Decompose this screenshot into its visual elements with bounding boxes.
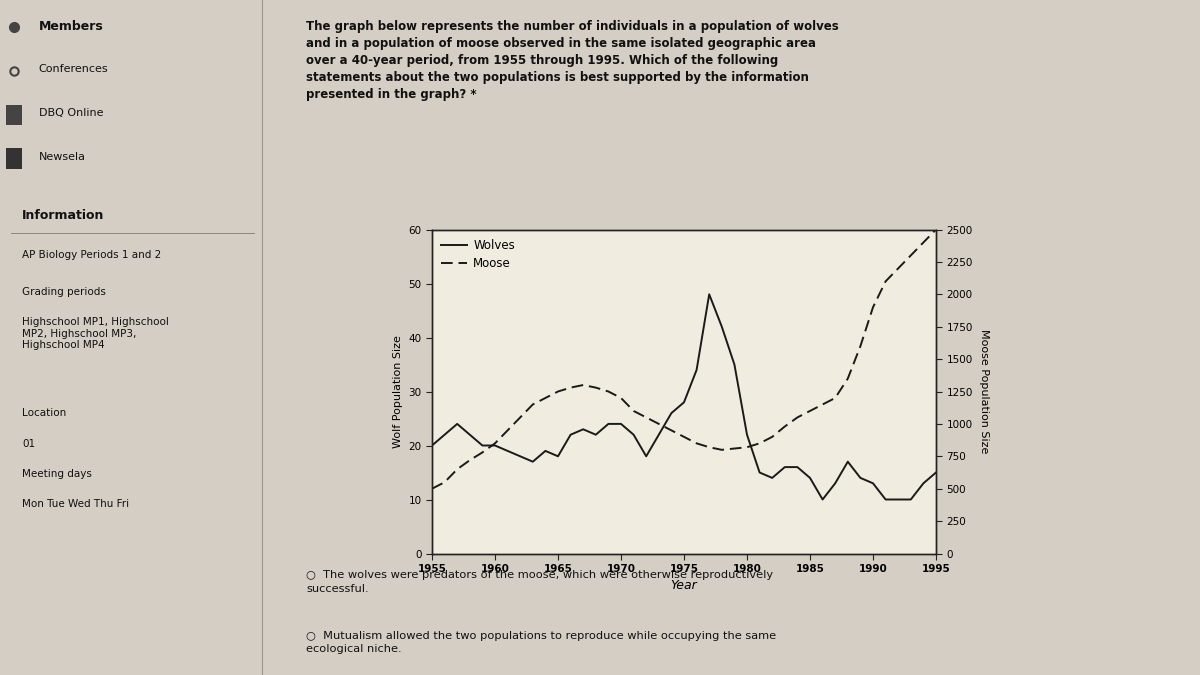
Text: 01: 01 — [22, 439, 35, 449]
Text: Location: Location — [22, 408, 66, 418]
Text: Information: Information — [22, 209, 104, 222]
Text: Meeting days: Meeting days — [22, 469, 92, 479]
Text: DBQ Online: DBQ Online — [38, 108, 103, 118]
Text: The graph below represents the number of individuals in a population of wolves
a: The graph below represents the number of… — [306, 20, 839, 101]
Text: AP Biology Periods 1 and 2: AP Biology Periods 1 and 2 — [22, 250, 161, 260]
Bar — [6, 148, 22, 169]
Text: ○  Mutualism allowed the two populations to reproduce while occupying the same
e: ○ Mutualism allowed the two populations … — [306, 631, 776, 654]
Y-axis label: Wolf Population Size: Wolf Population Size — [392, 335, 403, 448]
Text: ○  The wolves were predators of the moose, which were otherwise reproductively
s: ○ The wolves were predators of the moose… — [306, 570, 773, 593]
Text: Mon Tue Wed Thu Fri: Mon Tue Wed Thu Fri — [22, 500, 130, 510]
Text: Newsela: Newsela — [38, 152, 85, 162]
Y-axis label: Moose Population Size: Moose Population Size — [979, 329, 990, 454]
X-axis label: Year: Year — [671, 579, 697, 593]
Text: Grading periods: Grading periods — [22, 287, 106, 297]
Legend: Wolves, Moose: Wolves, Moose — [438, 236, 518, 273]
Text: Highschool MP1, Highschool
MP2, Highschool MP3,
Highschool MP4: Highschool MP1, Highschool MP2, Highscho… — [22, 317, 169, 350]
Text: Conferences: Conferences — [38, 64, 108, 74]
Bar — [6, 105, 22, 125]
Text: Members: Members — [38, 20, 103, 33]
